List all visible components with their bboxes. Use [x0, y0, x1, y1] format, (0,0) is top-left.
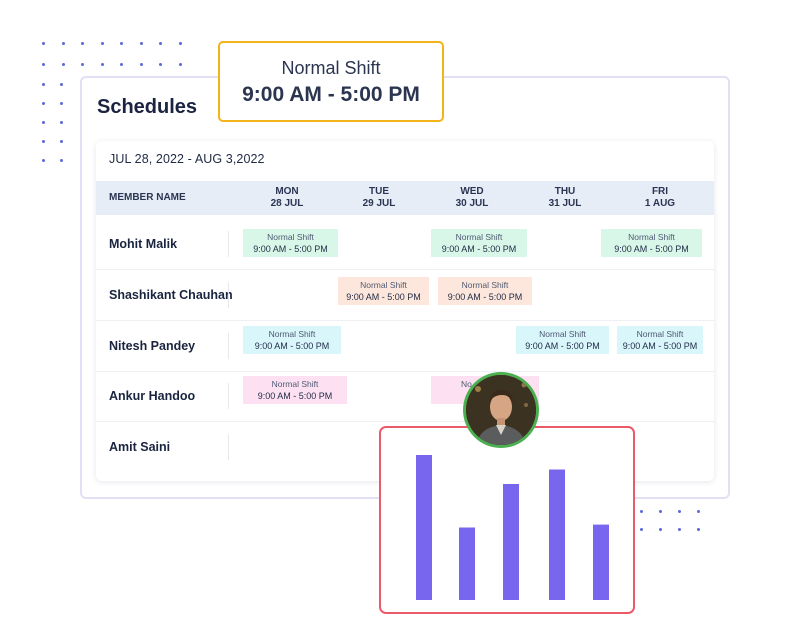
shift-time: 9:00 AM - 5:00 PM — [254, 341, 330, 351]
member-name: Nitesh Pandey — [109, 339, 196, 353]
member-name: Ankur Handoo — [109, 389, 196, 403]
member-name: Mohit Malik — [109, 237, 178, 251]
shift-label: Normal Shift — [267, 232, 314, 242]
table-row: Nitesh Pandey Normal Shift 9:00 AM - 5:0… — [96, 321, 714, 372]
day-date: 28 JUL — [270, 198, 304, 209]
divider — [228, 383, 229, 409]
bar-chart-card — [379, 426, 635, 614]
shift-chip[interactable]: Normal Shift 9:00 AM - 5:00 PM — [243, 326, 341, 354]
shift-chip[interactable]: Normal Shift 9:00 AM - 5:00 PM — [243, 376, 347, 404]
shift-chip[interactable]: Normal Shift 9:00 AM - 5:00 PM — [338, 277, 429, 305]
day-date: 1 AUG — [644, 198, 676, 209]
divider — [228, 434, 229, 460]
shift-time: 9:00 AM - 5:00 PM — [346, 292, 421, 302]
column-header-fri: FRI 1 AUG — [625, 186, 695, 210]
tooltip-shift-name: Normal Shift — [281, 58, 381, 78]
shift-label: Normal Shift — [461, 280, 509, 290]
shift-chip[interactable]: Normal Shift 9:00 AM - 5:00 PM — [438, 277, 532, 305]
member-name: Amit Saini — [109, 440, 171, 454]
member-name: Shashikant Chauhan — [109, 288, 233, 302]
chart-bar-4 — [549, 469, 565, 600]
day-of-week: THU — [554, 186, 576, 197]
chart-bar-1 — [416, 455, 432, 600]
day-of-week: WED — [460, 186, 484, 197]
tooltip-shift-time: 9:00 AM - 5:00 PM — [242, 83, 420, 106]
shift-label: Normal Shift — [360, 280, 407, 290]
table-row: Mohit Malik Normal Shift 9:00 AM - 5:00 … — [96, 219, 714, 270]
shift-time: 9:00 AM - 5:00 PM — [622, 341, 698, 351]
column-header-tue: TUE 29 JUL — [344, 186, 414, 210]
bar-chart — [416, 455, 609, 600]
avatar-photo — [466, 375, 536, 445]
shift-chip[interactable]: Normal Shift 9:00 AM - 5:00 PM — [516, 326, 609, 354]
shift-time: 9:00 AM - 5:00 PM — [614, 244, 689, 254]
decorative-dots-top-left — [42, 42, 182, 66]
table-row: Amit Saini — [96, 422, 714, 472]
shift-chip[interactable]: Normal Shift 9:00 AM - 5:00 PM — [431, 229, 527, 257]
day-date: 31 JUL — [548, 198, 582, 209]
shift-label: Normal Shift — [455, 232, 503, 242]
day-of-week: MON — [275, 186, 299, 197]
day-date: 30 JUL — [455, 198, 489, 209]
shift-chip[interactable]: Normal Shift 9:00 AM - 5:00 PM — [601, 229, 702, 257]
shift-label: Normal Shift — [268, 329, 316, 339]
schedule-table: JUL 28, 2022 - AUG 3,2022 MEMBER NAME MO… — [96, 141, 714, 481]
shift-time: 9:00 AM - 5:00 PM — [447, 292, 523, 302]
column-header-wed: WED 30 JUL — [437, 186, 507, 210]
page-title: Schedules — [97, 96, 198, 118]
shift-time: 9:00 AM - 5:00 PM — [253, 244, 328, 254]
day-date: 29 JUL — [362, 198, 396, 209]
shift-label: Normal Shift — [628, 232, 675, 242]
divider — [228, 282, 229, 308]
divider — [228, 231, 229, 257]
column-header-mon: MON 28 JUL — [252, 186, 322, 210]
shift-tooltip: Normal Shift 9:00 AM - 5:00 PM — [218, 41, 444, 122]
shift-chip[interactable]: Normal Shift 9:00 AM - 5:00 PM — [617, 326, 703, 354]
shift-label: Normal Shift — [636, 329, 684, 339]
column-header-member-name: MEMBER NAME — [109, 192, 186, 203]
shift-label: Normal Shift — [539, 329, 586, 339]
shift-chip[interactable]: Normal Shift 9:00 AM - 5:00 PM — [243, 229, 338, 257]
column-header-thu: THU 31 JUL — [530, 186, 600, 210]
chart-bar-2 — [459, 527, 475, 600]
table-row: Ankur Handoo Normal Shift 9:00 AM - 5:00… — [96, 371, 714, 422]
shift-time: 9:00 AM - 5:00 PM — [257, 391, 333, 401]
date-range: JUL 28, 2022 - AUG 3,2022 — [109, 152, 265, 166]
divider — [228, 333, 229, 359]
table-row: Shashikant Chauhan Normal Shift 9:00 AM … — [96, 270, 714, 321]
table-header: MEMBER NAME MON 28 JUL TUE 29 JUL WED 30… — [96, 181, 714, 215]
chart-bar-3 — [503, 484, 519, 600]
shift-time: 9:00 AM - 5:00 PM — [525, 341, 600, 351]
avatar[interactable] — [463, 372, 539, 448]
day-of-week: FRI — [651, 186, 669, 197]
shift-time: 9:00 AM - 5:00 PM — [441, 244, 517, 254]
shift-label: Normal Shift — [271, 379, 319, 389]
decorative-dots-bottom-right — [640, 510, 700, 531]
day-of-week: TUE — [369, 186, 389, 197]
shift-label-partial: No — [461, 379, 472, 389]
chart-bar-5 — [593, 524, 609, 600]
